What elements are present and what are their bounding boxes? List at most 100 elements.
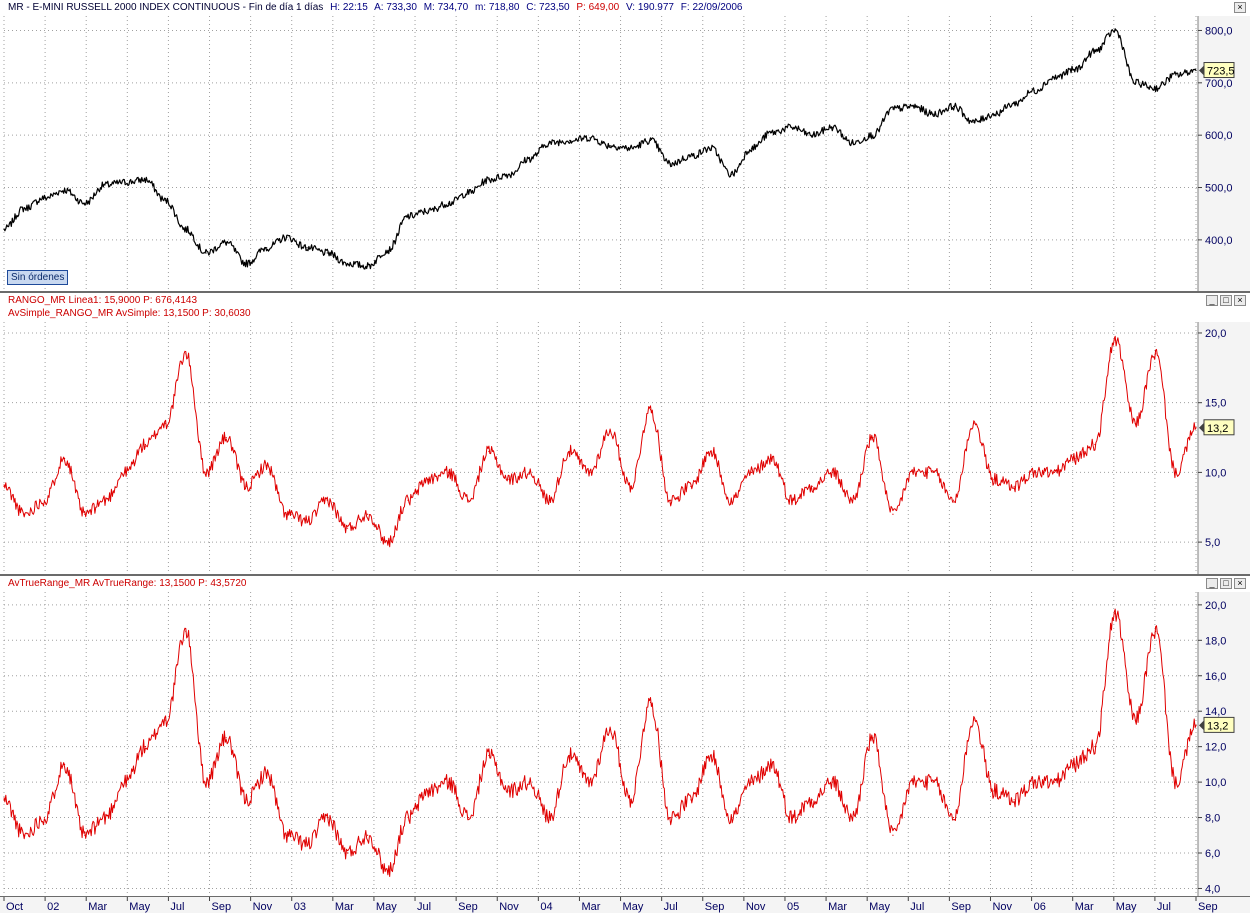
ind1-data-point [144, 443, 147, 446]
price-data-point [468, 192, 470, 194]
ind2-y-tick-label: 6,0 [1205, 848, 1220, 860]
ind1-data-point [750, 471, 753, 473]
close-label: C: 723,50 [526, 2, 570, 13]
x-tick-label: Jul [664, 901, 678, 913]
ind1-last-value-pointer [1199, 422, 1204, 433]
price-data-point [326, 252, 328, 254]
ind2-data-point [468, 816, 470, 819]
price-data-point [831, 126, 833, 128]
ind1-data-point [528, 471, 530, 473]
ind1-data-point [872, 436, 874, 439]
close-icon[interactable]: × [1234, 295, 1246, 306]
price-data-point [387, 249, 389, 251]
ind1-data-point [165, 423, 167, 425]
indicator2-header: AvTrueRange_MR AvTrueRange: 13,1500 P: 4… [0, 576, 1208, 592]
x-tick-label: Mar [828, 901, 847, 913]
pane-divider[interactable] [0, 291, 1250, 293]
ind1-data-point [973, 423, 975, 425]
price-data-point [589, 137, 591, 139]
price-pane[interactable]: MR - E-MINI RUSSELL 2000 INDEX CONTINUOU… [0, 0, 1250, 291]
ind2-data-point [266, 772, 268, 774]
x-tick-label: Mar [335, 901, 354, 913]
indicator1-header-a: RANGO_MR Linea1: 15,9000 P: 676,4143 [0, 293, 1208, 309]
price-data-point [1154, 87, 1157, 89]
ind1-data-point [387, 541, 389, 543]
restore-icon[interactable]: □ [1220, 578, 1232, 589]
time-axis-labels: Oct 02 Mar May Jul Sep Nov 03 Mar May Jul Sep Nov 04 M… [3, 897, 1218, 913]
minimize-icon[interactable]: _ [1206, 578, 1218, 589]
price-data-point [1033, 90, 1035, 92]
ind2-data-point [508, 790, 510, 792]
time-label: H: 22:15 [330, 2, 368, 13]
price-data-point [609, 145, 611, 147]
ind1-data-point [1195, 427, 1197, 429]
price-data-point [548, 142, 551, 144]
price-data-point [1195, 69, 1197, 72]
ind1-data-point [952, 499, 955, 501]
price-data-point [286, 236, 288, 238]
ind2-y-tick-label: 18,0 [1205, 635, 1226, 647]
price-data-point [245, 262, 248, 265]
ind1-data-point [892, 513, 894, 515]
rango-label: RANGO_MR Linea1: 15,9000 P: 676,4143 [8, 295, 198, 306]
indicator1-pane[interactable]: RANGO_MR Linea1: 15,9000 P: 676,4143 AvS… [0, 293, 1250, 574]
ind1-data-point [407, 499, 409, 501]
price-data-point [750, 147, 753, 149]
price-data-point [771, 131, 773, 134]
no-orders-badge[interactable]: Sin órdenes [7, 270, 69, 285]
ind2-data-point [1195, 724, 1197, 726]
avtruerange-chart[interactable]: 4,0 6,0 8,0 10,0 12,0 14,0 16,0 18,0 20,0 13,2 [0, 592, 1250, 896]
time-axis[interactable]: Oct 02 Mar May Jul Sep Nov 03 Mar May Jul Sep Nov 04 M… [0, 896, 1250, 913]
ind1-last-value-box [1203, 419, 1235, 436]
ind2-data-point [1074, 763, 1076, 765]
ind2-data-point [791, 816, 793, 819]
ind2-data-point [387, 870, 389, 872]
ind2-y-axis-bg [1198, 592, 1250, 896]
avtruerange-label: AvTrueRange_MR AvTrueRange: 13,1500 P: 4… [8, 578, 247, 589]
price-y-tick-label: 600,0 [1205, 130, 1233, 142]
price-data-point [892, 108, 894, 110]
indicator2-pane[interactable]: AvTrueRange_MR AvTrueRange: 13,1500 P: 4… [0, 576, 1250, 896]
ind2-data-point [932, 781, 934, 783]
price-chart[interactable]: 400,0 500,0 600,0 700,0 800,0 723,5 [0, 16, 1250, 291]
ind1-data-point [185, 353, 187, 355]
ind1-data-point [3, 485, 5, 487]
ind2-data-point [165, 719, 167, 721]
price-series-line [3, 28, 1197, 270]
ind1-data-point [771, 457, 773, 460]
avsimple-chart[interactable]: 5,0 10,0 15,0 20,0 13,2 [0, 322, 1250, 574]
ind2-data-point [710, 754, 712, 757]
price-data-point [407, 215, 409, 217]
price-last-value-label: 723,5 [1207, 66, 1235, 78]
price-data-point [730, 173, 732, 176]
close-icon[interactable]: × [1234, 2, 1246, 13]
ind2-data-point [831, 781, 833, 783]
indicator1-window-buttons: _ □ × [1206, 295, 1246, 306]
close-icon[interactable]: × [1234, 578, 1246, 589]
ind2-data-point [326, 816, 328, 819]
ind2-data-point [407, 816, 409, 819]
ind2-data-point [993, 790, 995, 792]
ind1-data-point [730, 499, 732, 501]
ind2-data-point [124, 781, 126, 783]
pane-divider[interactable] [0, 574, 1250, 576]
price-data-point [932, 113, 934, 115]
price-data-point [811, 134, 813, 136]
ind2-data-point [286, 834, 288, 836]
x-tick-label: Sep [458, 901, 478, 913]
ind2-data-point [811, 799, 813, 801]
ind1-data-point [993, 478, 995, 480]
price-y-tick-label: 400,0 [1205, 235, 1233, 247]
price-data-point [649, 139, 652, 142]
ind2-data-point [1013, 799, 1015, 801]
ind1-data-point [831, 471, 833, 473]
ind1-data-point [326, 499, 328, 501]
price-data-point [1053, 76, 1056, 79]
price-last-value-pointer [1199, 65, 1204, 76]
price-data-point [3, 228, 5, 231]
ind2-data-point [730, 816, 732, 819]
minimize-icon[interactable]: _ [1206, 295, 1218, 306]
price-data-point [64, 189, 66, 191]
restore-icon[interactable]: □ [1220, 295, 1232, 306]
open-label: A: 733,30 [374, 2, 417, 13]
